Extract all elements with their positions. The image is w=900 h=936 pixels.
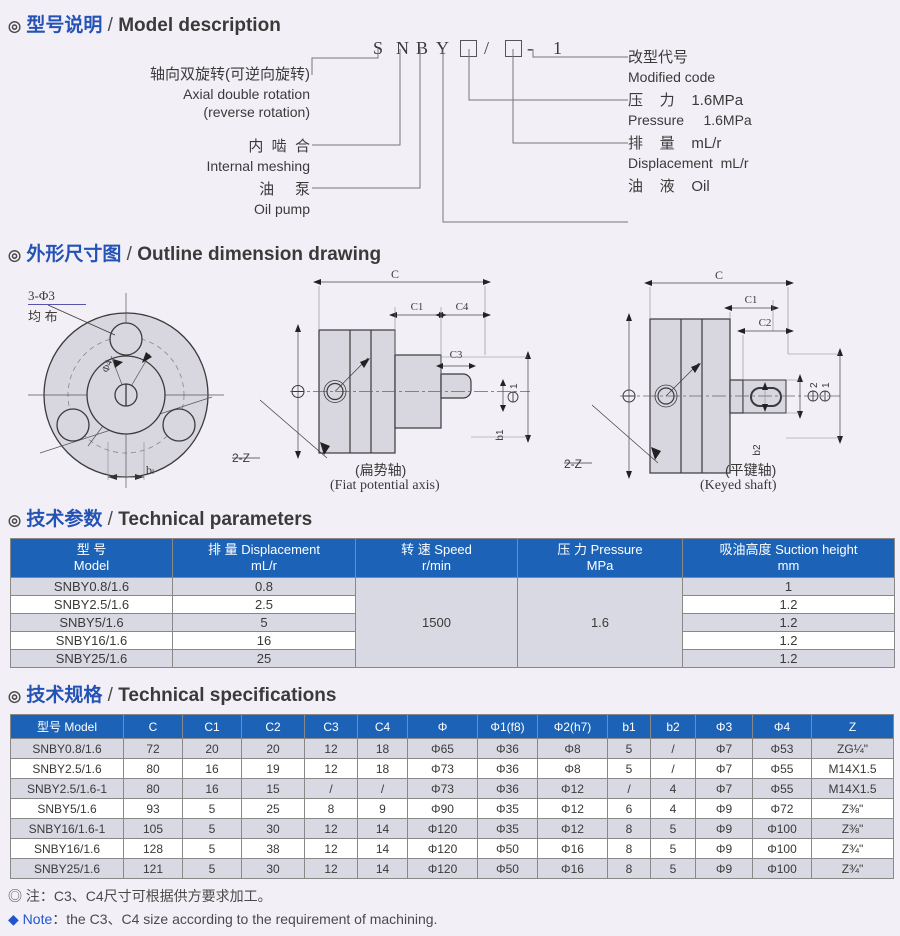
svg-text:C3: C3 [450,349,463,361]
svg-text:C1: C1 [745,294,758,306]
svg-text:2-Z: 2-Z [564,457,582,471]
svg-text:C: C [391,267,399,281]
svg-text:1: 1 [821,382,832,388]
svg-text:C: C [715,268,723,282]
svg-text:1: 1 [509,383,520,389]
svg-text:C2: C2 [759,317,772,329]
svg-text:b2: b2 [752,444,763,456]
svg-text:2: 2 [809,382,820,388]
svg-text:b1: b1 [495,429,506,441]
svg-text:C4: C4 [456,301,469,313]
svg-text:C1: C1 [411,301,424,313]
